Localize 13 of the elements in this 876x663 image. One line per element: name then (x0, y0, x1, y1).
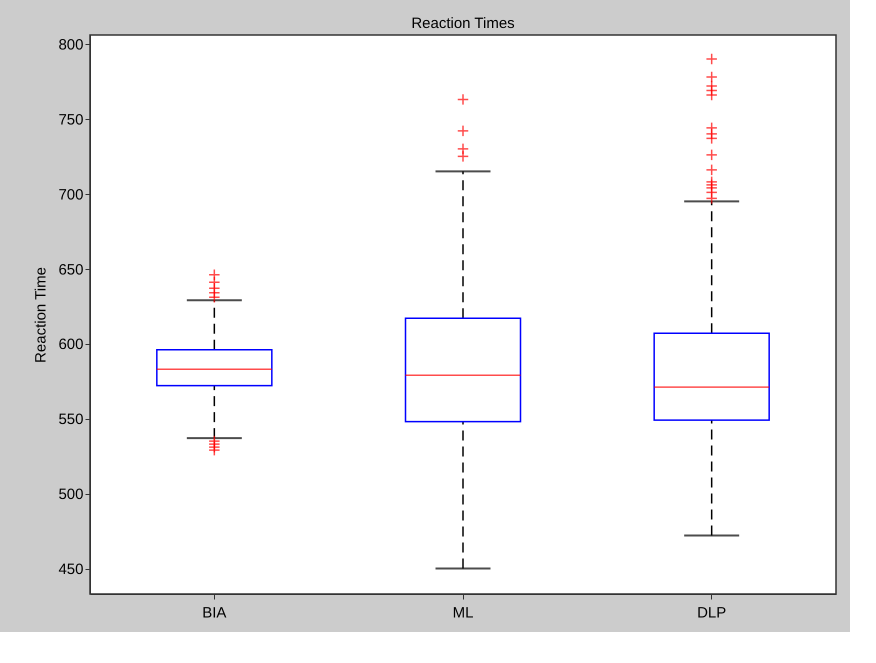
y-tick-label: 550 (58, 411, 84, 428)
chart-title: Reaction Times (411, 15, 515, 32)
y-tick-label: 600 (58, 336, 84, 354)
y-tick-label: 700 (58, 186, 84, 204)
x-tick-label: ML (452, 604, 474, 622)
x-tick-label: DLP (697, 604, 726, 622)
y-tick-label: 500 (58, 486, 84, 504)
y-tick-label: 750 (58, 111, 84, 128)
y-axis-title: Reaction Time (32, 267, 50, 363)
y-tick-label: 450 (58, 561, 84, 578)
x-tick-label: BIA (202, 604, 226, 622)
y-tick-label: 800 (58, 36, 84, 54)
y-tick-label: 650 (58, 261, 84, 278)
